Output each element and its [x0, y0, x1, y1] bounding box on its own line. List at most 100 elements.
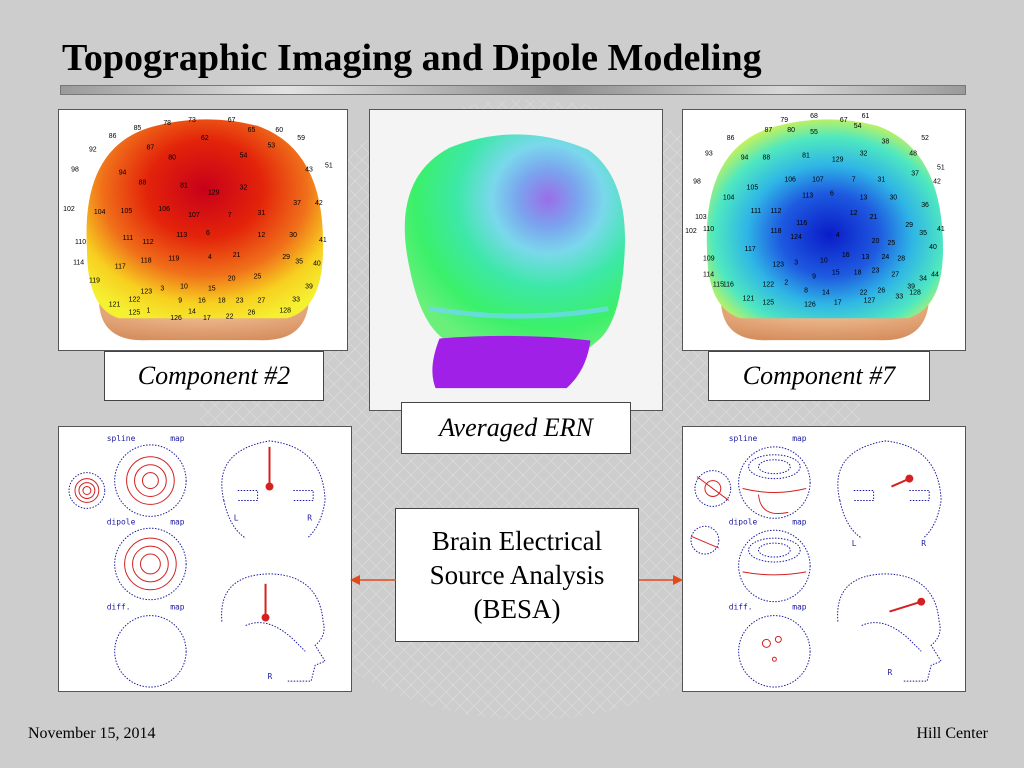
- svg-text:121: 121: [109, 301, 121, 308]
- svg-text:10: 10: [180, 284, 188, 291]
- svg-text:86: 86: [109, 133, 117, 140]
- svg-text:13: 13: [860, 194, 868, 201]
- svg-text:67: 67: [840, 117, 848, 124]
- averaged-ern-head-render: [369, 109, 663, 411]
- svg-text:R: R: [921, 539, 926, 548]
- svg-text:40: 40: [313, 261, 321, 268]
- besa-left-svg: spline map dipole map diff. map L R R: [68, 434, 326, 688]
- svg-text:109: 109: [703, 256, 715, 263]
- svg-text:55: 55: [810, 129, 818, 136]
- svg-text:spline: spline: [729, 434, 758, 443]
- svg-text:7: 7: [228, 212, 232, 219]
- svg-text:60: 60: [275, 127, 283, 134]
- svg-text:110: 110: [703, 226, 714, 233]
- component-7-label: Component #7: [708, 351, 930, 401]
- svg-text:R: R: [888, 668, 893, 677]
- svg-text:125: 125: [763, 299, 775, 306]
- svg-text:127: 127: [864, 297, 876, 304]
- averaged-ern-label: Averaged ERN: [401, 402, 631, 454]
- svg-text:28: 28: [897, 256, 905, 263]
- svg-text:94: 94: [741, 155, 749, 162]
- svg-text:29: 29: [905, 222, 913, 229]
- svg-text:31: 31: [878, 176, 886, 183]
- ern-head-svg: [404, 134, 626, 389]
- besa-dipole-panel-right: spline map dipole map diff. map L R R: [682, 426, 966, 692]
- besa-right-svg: spline map dipole map diff. map L R R: [690, 434, 942, 688]
- svg-text:23: 23: [236, 297, 244, 304]
- arrow-left-icon: [350, 575, 396, 585]
- svg-text:105: 105: [121, 208, 133, 215]
- svg-text:30: 30: [889, 194, 897, 201]
- svg-text:25: 25: [887, 240, 895, 247]
- svg-text:14: 14: [822, 289, 830, 296]
- svg-text:18: 18: [854, 270, 862, 277]
- svg-text:diff.: diff.: [729, 603, 753, 612]
- svg-text:52: 52: [921, 135, 929, 142]
- svg-text:29: 29: [282, 254, 290, 261]
- svg-text:94: 94: [119, 169, 127, 176]
- svg-text:59: 59: [297, 135, 305, 142]
- svg-text:54: 54: [854, 123, 862, 130]
- scalp-map: [706, 119, 944, 319]
- svg-text:24: 24: [882, 254, 890, 261]
- svg-text:67: 67: [228, 117, 236, 124]
- svg-text:81: 81: [802, 153, 810, 160]
- svg-text:13: 13: [862, 254, 870, 261]
- svg-text:map: map: [170, 517, 185, 526]
- svg-text:116: 116: [796, 220, 807, 227]
- svg-text:93: 93: [705, 151, 713, 158]
- svg-text:119: 119: [89, 278, 100, 285]
- svg-text:16: 16: [842, 252, 850, 259]
- svg-text:65: 65: [248, 127, 256, 134]
- arrow-right-icon: [639, 575, 683, 585]
- besa-line-2: Source Analysis: [429, 560, 605, 590]
- svg-text:118: 118: [770, 228, 781, 235]
- svg-text:39: 39: [305, 284, 313, 291]
- besa-line-1: Brain Electrical: [431, 526, 603, 556]
- svg-text:43: 43: [305, 166, 313, 173]
- svg-text:42: 42: [315, 200, 323, 207]
- svg-text:10: 10: [820, 258, 828, 265]
- svg-text:32: 32: [240, 184, 248, 191]
- svg-text:80: 80: [168, 155, 176, 162]
- svg-text:37: 37: [293, 200, 301, 207]
- svg-text:map: map: [170, 434, 185, 443]
- svg-text:dipole: dipole: [107, 517, 136, 526]
- svg-text:18: 18: [218, 297, 226, 304]
- svg-text:4: 4: [836, 232, 840, 239]
- svg-text:106: 106: [158, 206, 170, 213]
- svg-text:107: 107: [812, 176, 824, 183]
- svg-text:23: 23: [872, 268, 880, 275]
- slide-title: Topographic Imaging and Dipole Modeling: [62, 37, 762, 79]
- scalp-map: [86, 119, 324, 319]
- svg-text:98: 98: [693, 178, 701, 185]
- svg-text:16: 16: [198, 297, 206, 304]
- svg-text:17: 17: [834, 299, 842, 306]
- besa-label-box: Brain Electrical Source Analysis (BESA): [395, 508, 639, 642]
- svg-text:88: 88: [139, 179, 147, 186]
- svg-text:51: 51: [937, 165, 945, 172]
- svg-text:6: 6: [830, 190, 834, 197]
- svg-text:128: 128: [909, 289, 921, 296]
- svg-text:32: 32: [860, 151, 868, 158]
- svg-text:map: map: [792, 517, 807, 526]
- svg-text:128: 128: [279, 307, 291, 314]
- svg-text:116: 116: [723, 282, 734, 289]
- svg-text:88: 88: [763, 155, 771, 162]
- svg-text:44: 44: [931, 272, 939, 279]
- component-2-label: Component #2: [104, 351, 324, 401]
- svg-text:22: 22: [860, 289, 868, 296]
- svg-text:124: 124: [790, 234, 802, 241]
- svg-text:118: 118: [141, 258, 152, 265]
- svg-text:87: 87: [764, 127, 772, 134]
- svg-text:81: 81: [180, 182, 188, 189]
- svg-text:15: 15: [208, 285, 216, 292]
- svg-text:98: 98: [71, 166, 79, 173]
- svg-text:R: R: [268, 672, 273, 681]
- svg-text:129: 129: [832, 157, 844, 164]
- svg-text:9: 9: [812, 274, 816, 281]
- svg-text:102: 102: [685, 228, 697, 235]
